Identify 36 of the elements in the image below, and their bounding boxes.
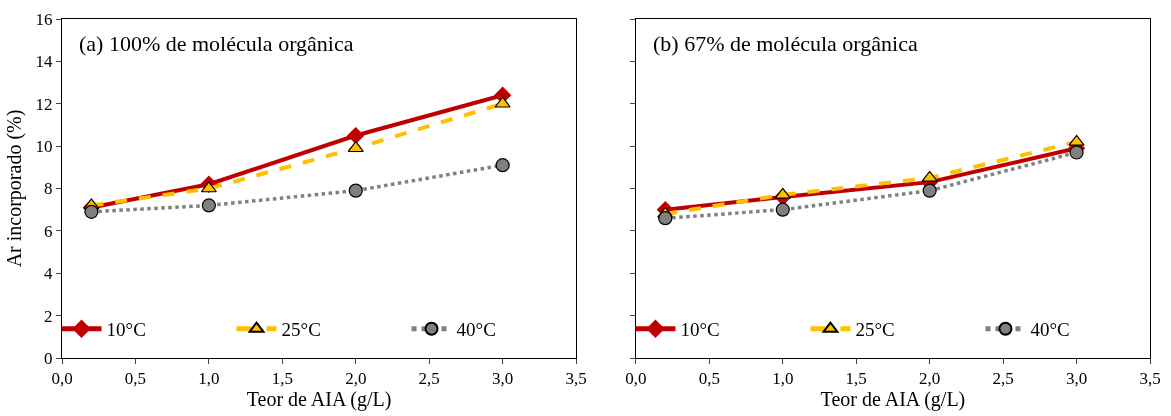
y-tick-label: 8 — [44, 179, 53, 199]
x-tick-label: 2,5 — [418, 369, 440, 389]
x-tick-label: 3,5 — [1139, 369, 1161, 389]
x-tick-label: 0,0 — [51, 369, 73, 389]
legend-label: 25°C — [855, 319, 895, 341]
y-tick-label: 2 — [44, 306, 53, 326]
y-tick-label: 14 — [35, 52, 54, 72]
x-tick-label: 2,0 — [345, 369, 367, 389]
legend-label: 10°C — [680, 319, 720, 341]
x-axis-title: Teor de AIA (g/L) — [246, 388, 392, 412]
x-tick-label: 2,5 — [992, 369, 1014, 389]
y-tick-label: 16 — [35, 9, 53, 29]
annotation: (a) 100% de molécula orgânica — [79, 31, 354, 56]
legend-label: 40°C — [1030, 319, 1070, 341]
x-tick-label: 0,0 — [625, 369, 647, 389]
legend-label: 25°C — [281, 319, 321, 341]
y-tick-label: 6 — [44, 221, 53, 241]
x-tick-label: 0,5 — [124, 369, 147, 389]
x-tick-label: 1,5 — [271, 369, 293, 389]
x-tick-label: 1,5 — [845, 369, 867, 389]
x-axis-title: Teor de AIA (g/L) — [820, 388, 966, 412]
y-tick-label: 4 — [44, 264, 54, 284]
y-axis-title: Ar incorporado (%) — [3, 109, 27, 268]
x-tick-label: 3,5 — [565, 369, 587, 389]
y-tick-label: 0 — [44, 348, 53, 368]
x-tick-label: 3,0 — [1065, 369, 1088, 389]
legend-label: 10°C — [106, 319, 146, 341]
x-tick-label: 2,0 — [919, 369, 941, 389]
x-tick-label: 1,0 — [198, 369, 220, 389]
annotation: (b) 67% de molécula orgânica — [653, 31, 918, 56]
y-tick-label: 12 — [35, 94, 53, 114]
x-tick-label: 1,0 — [772, 369, 794, 389]
x-tick-label: 3,0 — [492, 369, 514, 389]
legend-label: 40°C — [456, 319, 496, 341]
x-tick-label: 0,5 — [698, 369, 720, 389]
y-tick-label: 10 — [35, 137, 53, 157]
